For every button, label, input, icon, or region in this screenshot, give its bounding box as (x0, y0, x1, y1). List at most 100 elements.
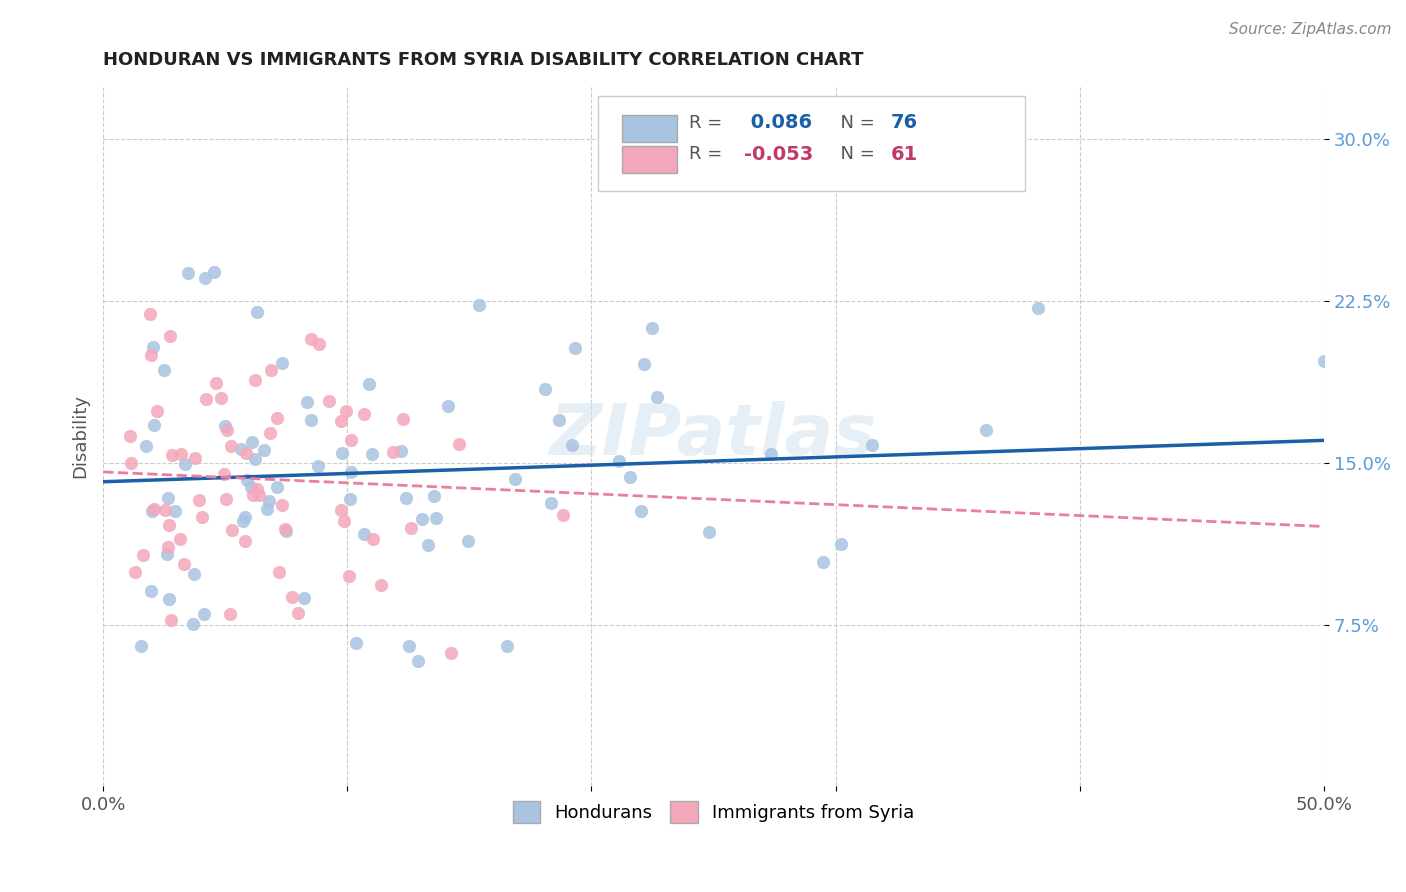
Point (232, 514, 254, 528)
Point (253, 442, 276, 457)
Point (256, 502, 278, 516)
Point (270, 356, 292, 370)
Text: N =: N = (830, 113, 882, 132)
Point (183, 567, 205, 582)
Point (292, 591, 315, 605)
Y-axis label: Disability: Disability (72, 394, 89, 478)
Point (160, 613, 183, 627)
Text: R =: R = (689, 145, 728, 163)
Point (142, 418, 165, 433)
Point (540, 496, 562, 510)
Point (243, 373, 266, 387)
FancyBboxPatch shape (598, 96, 1025, 191)
Point (308, 336, 330, 351)
Point (274, 522, 297, 536)
Text: HONDURAN VS IMMIGRANTS FROM SYRIA DISABILITY CORRELATION CHART: HONDURAN VS IMMIGRANTS FROM SYRIA DISABI… (103, 51, 863, 69)
Point (266, 411, 288, 425)
Point (337, 569, 360, 583)
Point (641, 320, 664, 334)
Point (145, 404, 167, 418)
Point (353, 407, 375, 421)
Point (170, 447, 193, 461)
Point (157, 540, 180, 554)
Point (330, 446, 353, 460)
Point (340, 433, 363, 447)
Point (329, 414, 352, 428)
Point (759, 447, 782, 461)
Point (124, 566, 146, 580)
Point (215, 423, 238, 437)
Point (439, 647, 461, 661)
Point (425, 511, 447, 525)
Point (173, 558, 195, 572)
Point (156, 491, 179, 505)
Point (281, 591, 304, 605)
Point (411, 512, 433, 526)
Point (436, 399, 458, 413)
Point (339, 465, 361, 479)
Point (307, 459, 329, 474)
Point (395, 491, 418, 505)
Point (344, 636, 367, 650)
Point (160, 448, 183, 462)
Text: 0.086: 0.086 (744, 113, 813, 132)
Text: 61: 61 (890, 145, 918, 164)
Point (219, 440, 242, 454)
Point (259, 425, 281, 440)
Point (195, 392, 218, 406)
Point (811, 555, 834, 569)
Text: 76: 76 (890, 113, 918, 132)
Point (142, 502, 165, 516)
Point (330, 503, 353, 517)
Point (830, 536, 852, 550)
Point (120, 429, 142, 443)
Point (353, 527, 375, 541)
Point (243, 452, 266, 467)
Point (269, 565, 291, 579)
Point (247, 488, 270, 502)
Point (218, 607, 240, 621)
Point (214, 419, 236, 434)
Point (132, 548, 155, 562)
Point (245, 482, 267, 496)
Point (561, 438, 583, 452)
Point (619, 469, 641, 483)
Point (274, 524, 297, 538)
Point (177, 266, 200, 280)
Point (214, 467, 236, 482)
Point (271, 498, 294, 512)
Point (242, 488, 264, 502)
Point (141, 584, 163, 599)
Point (392, 412, 415, 426)
Point (697, 524, 720, 539)
Point (129, 639, 152, 653)
Point (257, 494, 280, 508)
Point (215, 491, 238, 506)
Point (339, 491, 361, 506)
Point (399, 521, 422, 535)
Point (503, 472, 526, 486)
FancyBboxPatch shape (621, 115, 676, 142)
Point (135, 440, 157, 454)
Point (233, 510, 256, 524)
Point (169, 532, 191, 546)
Point (159, 328, 181, 343)
Point (157, 591, 180, 606)
Point (184, 451, 207, 466)
Point (553, 508, 575, 523)
Point (860, 437, 883, 451)
Point (547, 413, 569, 427)
Point (260, 363, 283, 377)
Point (287, 606, 309, 620)
Point (382, 444, 405, 458)
Point (239, 480, 262, 494)
Point (266, 480, 288, 494)
Point (370, 578, 392, 592)
Point (235, 474, 257, 488)
Point (193, 607, 215, 621)
Point (229, 442, 252, 457)
Legend: Hondurans, Immigrants from Syria: Hondurans, Immigrants from Syria (502, 789, 925, 833)
Point (242, 435, 264, 450)
Point (153, 363, 176, 377)
Point (246, 305, 269, 319)
